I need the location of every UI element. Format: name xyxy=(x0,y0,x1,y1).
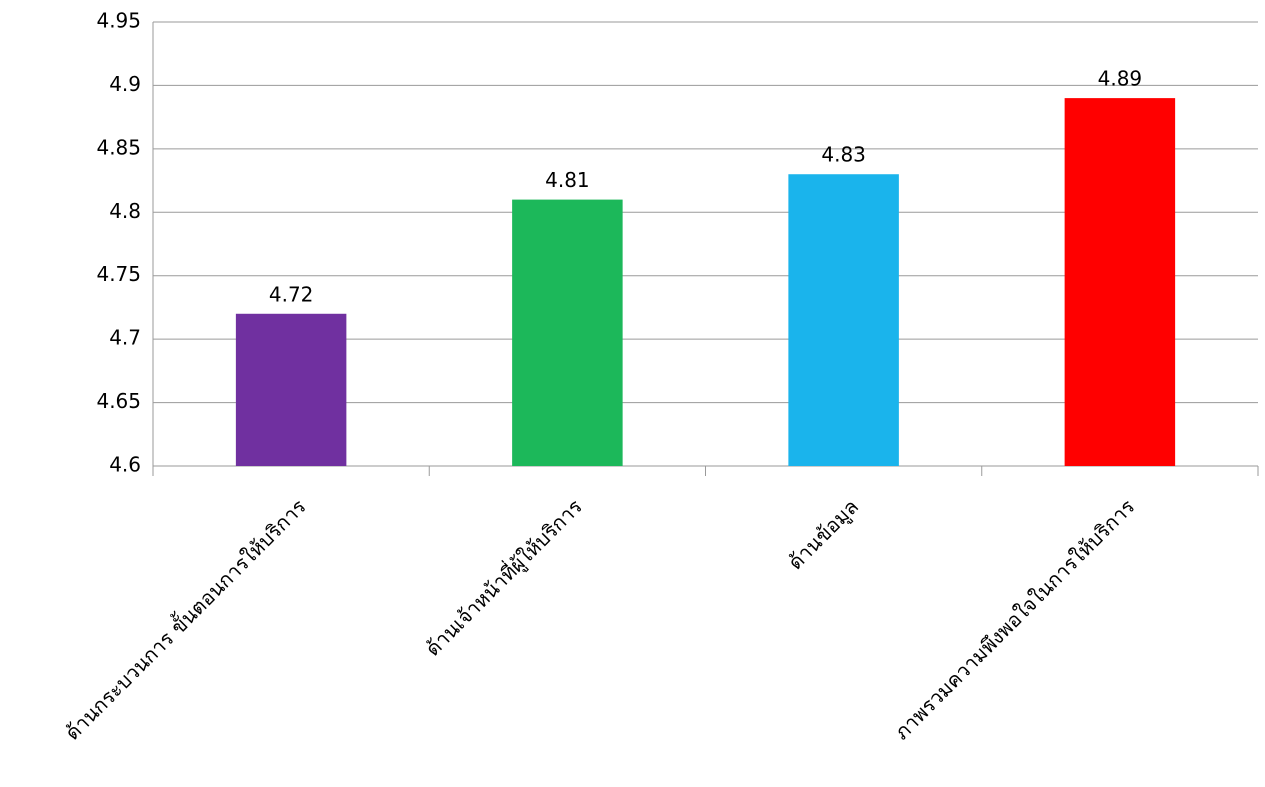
y-tick-label: 4.75 xyxy=(96,262,141,286)
y-tick-label: 4.65 xyxy=(96,389,141,413)
bar xyxy=(512,199,623,466)
x-tick-label: ด้านกระบวนการ ขั้นตอนการให้บริการ xyxy=(59,493,311,745)
data-label: 4.89 xyxy=(1098,67,1143,91)
y-tick-label: 4.85 xyxy=(96,135,141,159)
bar xyxy=(788,174,899,466)
x-tick-label: ด้านเจ้าหน้าที่ผู้ให้บริการ xyxy=(419,493,588,662)
data-label: 4.83 xyxy=(821,143,866,167)
y-tick-label: 4.6 xyxy=(109,453,141,477)
y-tick-label: 4.7 xyxy=(109,326,141,350)
x-tick-label: ด้านข้อมูล xyxy=(783,494,864,575)
y-tick-label: 4.8 xyxy=(109,199,141,223)
data-label: 4.72 xyxy=(269,282,314,306)
data-label: 4.81 xyxy=(545,168,590,192)
x-tick-label: ภาพรวมความพึงพอใจในการให้บริการ xyxy=(889,494,1139,744)
y-tick-label: 4.9 xyxy=(109,72,141,96)
bar xyxy=(235,313,347,466)
bar xyxy=(1064,98,1176,466)
y-tick-label: 4.95 xyxy=(96,9,141,33)
